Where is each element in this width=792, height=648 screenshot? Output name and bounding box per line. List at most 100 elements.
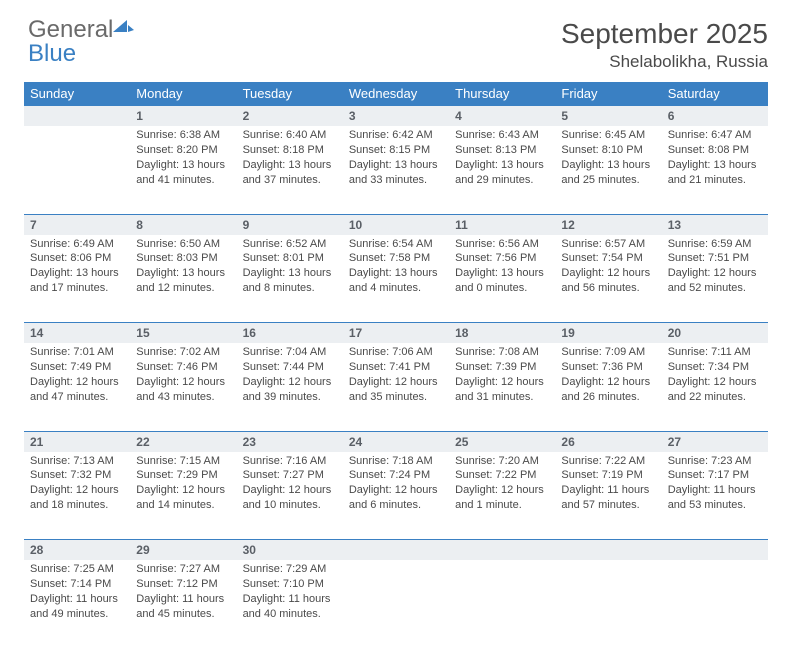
day-body-cell: Sunrise: 7:16 AMSunset: 7:27 PMDaylight:…	[237, 452, 343, 540]
sunset-line: Sunset: 7:34 PM	[668, 360, 762, 375]
day-body-cell: Sunrise: 7:06 AMSunset: 7:41 PMDaylight:…	[343, 343, 449, 431]
sunset-line: Sunset: 7:51 PM	[668, 251, 762, 266]
daylight-line: Daylight: 12 hours and 10 minutes.	[243, 483, 337, 513]
day-body-cell: Sunrise: 7:11 AMSunset: 7:34 PMDaylight:…	[662, 343, 768, 431]
day-body-cell	[343, 560, 449, 648]
day-number-cell: 7	[24, 214, 130, 235]
triangle-icon	[113, 18, 135, 34]
sunrise-line: Sunrise: 7:13 AM	[30, 454, 124, 469]
sunrise-line: Sunrise: 7:23 AM	[668, 454, 762, 469]
day-number-cell: 16	[237, 323, 343, 344]
day-body-cell: Sunrise: 7:08 AMSunset: 7:39 PMDaylight:…	[449, 343, 555, 431]
day-number-cell: 8	[130, 214, 236, 235]
daylight-line: Daylight: 13 hours and 12 minutes.	[136, 266, 230, 296]
day-number-cell: 25	[449, 431, 555, 452]
sunset-line: Sunset: 7:10 PM	[243, 577, 337, 592]
day-body-cell	[555, 560, 661, 648]
day-body-cell	[24, 126, 130, 214]
sunset-line: Sunset: 8:15 PM	[349, 143, 443, 158]
day-body-row: Sunrise: 6:49 AMSunset: 8:06 PMDaylight:…	[24, 235, 768, 323]
day-header: Tuesday	[237, 82, 343, 106]
day-number-cell: 6	[662, 106, 768, 127]
day-number-cell	[449, 540, 555, 561]
title-block: September 2025 Shelabolikha, Russia	[561, 18, 768, 72]
sunset-line: Sunset: 7:41 PM	[349, 360, 443, 375]
daylight-line: Daylight: 12 hours and 39 minutes.	[243, 375, 337, 405]
sunrise-line: Sunrise: 6:57 AM	[561, 237, 655, 252]
sunrise-line: Sunrise: 6:49 AM	[30, 237, 124, 252]
sunset-line: Sunset: 7:58 PM	[349, 251, 443, 266]
day-number-row: 78910111213	[24, 214, 768, 235]
day-body-cell: Sunrise: 6:52 AMSunset: 8:01 PMDaylight:…	[237, 235, 343, 323]
sunrise-line: Sunrise: 6:52 AM	[243, 237, 337, 252]
sunrise-line: Sunrise: 6:43 AM	[455, 128, 549, 143]
day-number-cell: 10	[343, 214, 449, 235]
sunrise-line: Sunrise: 6:54 AM	[349, 237, 443, 252]
sunrise-line: Sunrise: 7:01 AM	[30, 345, 124, 360]
day-number-cell: 18	[449, 323, 555, 344]
daylight-line: Daylight: 12 hours and 14 minutes.	[136, 483, 230, 513]
day-body-row: Sunrise: 7:13 AMSunset: 7:32 PMDaylight:…	[24, 452, 768, 540]
sunset-line: Sunset: 7:49 PM	[30, 360, 124, 375]
sunset-line: Sunset: 7:46 PM	[136, 360, 230, 375]
day-number-cell	[343, 540, 449, 561]
day-number-cell: 5	[555, 106, 661, 127]
sunset-line: Sunset: 8:08 PM	[668, 143, 762, 158]
sunset-line: Sunset: 8:18 PM	[243, 143, 337, 158]
sunrise-line: Sunrise: 6:42 AM	[349, 128, 443, 143]
daylight-line: Daylight: 12 hours and 52 minutes.	[668, 266, 762, 296]
daylight-line: Daylight: 12 hours and 47 minutes.	[30, 375, 124, 405]
day-number-cell: 3	[343, 106, 449, 127]
sunset-line: Sunset: 8:01 PM	[243, 251, 337, 266]
day-header: Thursday	[449, 82, 555, 106]
day-number-cell: 9	[237, 214, 343, 235]
day-number-cell: 12	[555, 214, 661, 235]
day-body-cell: Sunrise: 6:57 AMSunset: 7:54 PMDaylight:…	[555, 235, 661, 323]
sunset-line: Sunset: 7:24 PM	[349, 468, 443, 483]
day-number-cell: 11	[449, 214, 555, 235]
day-body-cell: Sunrise: 7:29 AMSunset: 7:10 PMDaylight:…	[237, 560, 343, 648]
sunrise-line: Sunrise: 6:47 AM	[668, 128, 762, 143]
day-body-cell: Sunrise: 7:02 AMSunset: 7:46 PMDaylight:…	[130, 343, 236, 431]
sunrise-line: Sunrise: 6:50 AM	[136, 237, 230, 252]
day-number-row: 282930	[24, 540, 768, 561]
daylight-line: Daylight: 12 hours and 43 minutes.	[136, 375, 230, 405]
sunrise-line: Sunrise: 6:59 AM	[668, 237, 762, 252]
day-number-cell	[24, 106, 130, 127]
day-body-cell	[662, 560, 768, 648]
day-body-cell: Sunrise: 6:59 AMSunset: 7:51 PMDaylight:…	[662, 235, 768, 323]
brand-part1: General	[28, 16, 113, 43]
sunset-line: Sunset: 7:36 PM	[561, 360, 655, 375]
day-body-cell: Sunrise: 6:54 AMSunset: 7:58 PMDaylight:…	[343, 235, 449, 323]
day-number-cell: 28	[24, 540, 130, 561]
day-number-cell	[662, 540, 768, 561]
day-body-cell: Sunrise: 7:01 AMSunset: 7:49 PMDaylight:…	[24, 343, 130, 431]
daylight-line: Daylight: 13 hours and 29 minutes.	[455, 158, 549, 188]
day-number-cell: 30	[237, 540, 343, 561]
daylight-line: Daylight: 11 hours and 45 minutes.	[136, 592, 230, 622]
sunrise-line: Sunrise: 7:15 AM	[136, 454, 230, 469]
sunrise-line: Sunrise: 7:22 AM	[561, 454, 655, 469]
page-header: General Blue September 2025 Shelabolikha…	[24, 18, 768, 72]
sunrise-line: Sunrise: 6:38 AM	[136, 128, 230, 143]
day-body-cell: Sunrise: 7:15 AMSunset: 7:29 PMDaylight:…	[130, 452, 236, 540]
day-body-row: Sunrise: 7:01 AMSunset: 7:49 PMDaylight:…	[24, 343, 768, 431]
day-body-cell: Sunrise: 6:47 AMSunset: 8:08 PMDaylight:…	[662, 126, 768, 214]
sunset-line: Sunset: 7:39 PM	[455, 360, 549, 375]
sunrise-line: Sunrise: 7:16 AM	[243, 454, 337, 469]
month-title: September 2025	[561, 18, 768, 50]
day-header: Sunday	[24, 82, 130, 106]
sunrise-line: Sunrise: 7:09 AM	[561, 345, 655, 360]
day-body-cell: Sunrise: 6:38 AMSunset: 8:20 PMDaylight:…	[130, 126, 236, 214]
daylight-line: Daylight: 13 hours and 41 minutes.	[136, 158, 230, 188]
daylight-line: Daylight: 13 hours and 0 minutes.	[455, 266, 549, 296]
sunrise-line: Sunrise: 6:56 AM	[455, 237, 549, 252]
daylight-line: Daylight: 13 hours and 4 minutes.	[349, 266, 443, 296]
daylight-line: Daylight: 13 hours and 17 minutes.	[30, 266, 124, 296]
day-number-cell: 21	[24, 431, 130, 452]
day-body-row: Sunrise: 7:25 AMSunset: 7:14 PMDaylight:…	[24, 560, 768, 648]
brand-part2: Blue	[28, 40, 76, 67]
sunset-line: Sunset: 7:54 PM	[561, 251, 655, 266]
day-header: Saturday	[662, 82, 768, 106]
calendar-head: SundayMondayTuesdayWednesdayThursdayFrid…	[24, 82, 768, 106]
